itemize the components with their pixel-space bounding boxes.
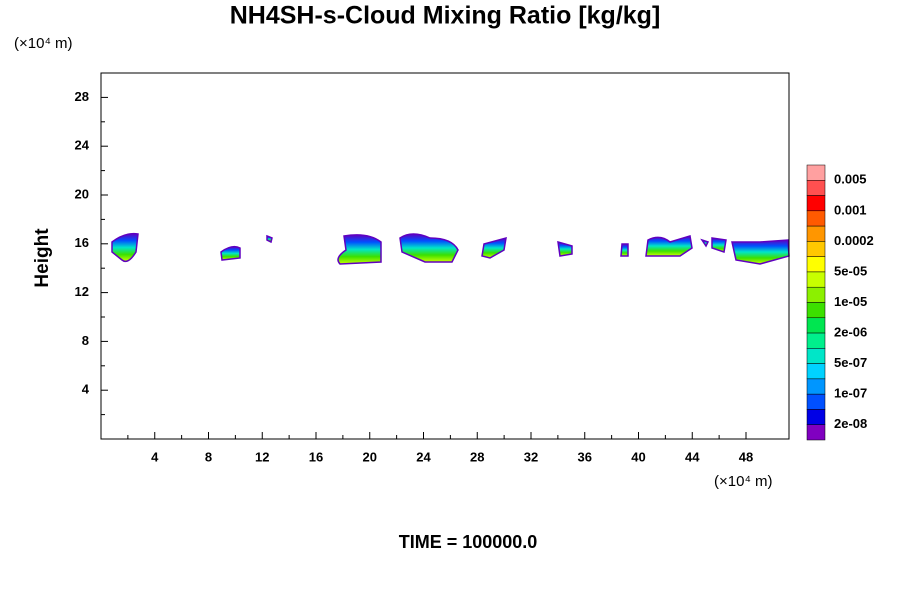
x-tick-label: 12	[255, 449, 269, 464]
colorbar-box	[806, 424, 826, 441]
colorbar-box	[806, 317, 826, 334]
colorbar-box	[806, 195, 826, 212]
y-tick-label: 20	[75, 186, 89, 201]
colorbar-box	[806, 256, 826, 273]
plot-frame	[100, 72, 790, 440]
colorbar-box	[806, 241, 826, 257]
colorbar-box	[806, 271, 826, 288]
y-axis-label: Height	[32, 228, 53, 288]
y-tick-label: 8	[82, 333, 89, 348]
colorbar-box	[806, 409, 826, 425]
y-tick-label: 16	[75, 235, 89, 250]
colorbar-box	[806, 164, 826, 181]
x-tick-label: 44	[685, 449, 700, 464]
colorbar-label: 2e-06	[834, 324, 867, 339]
footer: TIME = 100000.0	[399, 532, 538, 552]
colorbar-label: 2e-08	[834, 416, 867, 431]
colorbar-label: 0.001	[834, 202, 867, 217]
colorbar-box	[806, 393, 826, 410]
x-tick-label: 20	[363, 449, 377, 464]
colorbar-box	[806, 180, 826, 196]
colorbar-box	[806, 302, 826, 319]
y-tick-label: 12	[75, 284, 89, 299]
x-tick-label: 8	[205, 449, 212, 464]
y-tick-label: 4	[82, 382, 90, 397]
y-tick-label: 28	[75, 89, 89, 104]
x-tick-label: 48	[739, 449, 753, 464]
colorbar-label: 0.0002	[834, 233, 874, 248]
colorbar-box	[806, 348, 826, 364]
colorbar-label: 5e-05	[834, 263, 867, 278]
colorbar-label: 0.005	[834, 172, 867, 187]
x-tick-label: 36	[578, 449, 592, 464]
cloud-field	[111, 232, 790, 265]
x-tick-label: 28	[470, 449, 484, 464]
colorbar-label: 1e-05	[834, 294, 867, 309]
x-tick-label: 16	[309, 449, 323, 464]
x-tick-label: 24	[416, 449, 431, 464]
y-unit-label: (×10⁴ m)	[14, 35, 73, 52]
colorbar-label: 1e-07	[834, 386, 867, 401]
y-tick-label: 24	[75, 138, 90, 153]
colorbar-label: 5e-07	[834, 355, 867, 370]
colorbar-box	[806, 225, 826, 242]
x-unit-label: (×10⁴ m)	[714, 473, 773, 490]
chart-title: NH4SH-s-Cloud Mixing Ratio [kg/kg]	[230, 2, 661, 30]
x-tick-label: 40	[631, 449, 645, 464]
colorbar-box	[806, 332, 826, 349]
x-tick-label: 32	[524, 449, 538, 464]
colorbar-box	[806, 210, 826, 227]
colorbar-box	[806, 378, 826, 395]
x-tick-label: 4	[151, 449, 159, 464]
colorbar-box	[806, 363, 826, 380]
colorbar-box	[806, 286, 826, 303]
